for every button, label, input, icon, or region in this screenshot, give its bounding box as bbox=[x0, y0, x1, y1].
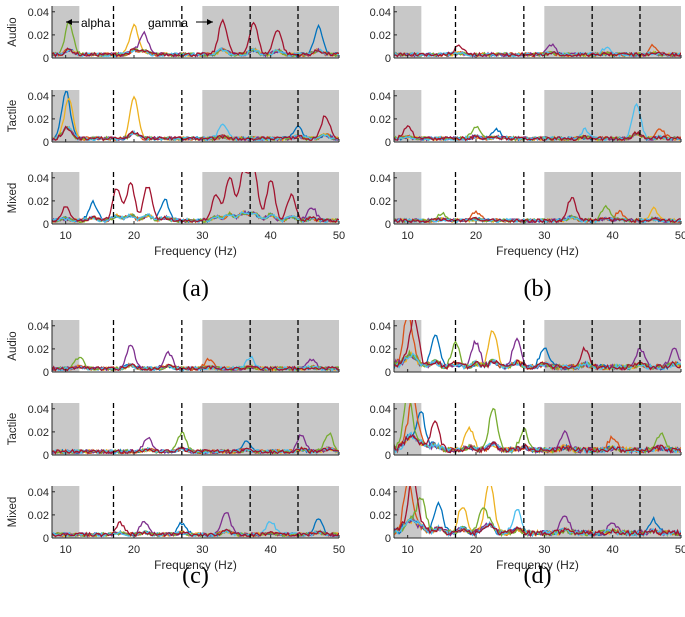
subplot-c-tactile: 0 0.02 0.04 Tactile bbox=[7, 403, 339, 462]
y-tick-label: 0.04 bbox=[28, 91, 49, 103]
y-tick-label: 0 bbox=[43, 219, 49, 231]
y-tick-label: 0.02 bbox=[370, 427, 391, 439]
row-label-audio: Audio bbox=[7, 17, 19, 46]
row-label-mixed: Mixed bbox=[7, 497, 19, 528]
panel-label-b: (b) bbox=[524, 276, 552, 302]
x-tick-label: 20 bbox=[470, 544, 482, 556]
y-tick-label: 0.02 bbox=[28, 196, 49, 208]
shaded-band bbox=[544, 90, 681, 142]
x-tick-label: 20 bbox=[128, 544, 140, 556]
x-tick-label: 10 bbox=[402, 544, 414, 556]
subplot-d-tactile: 0 0.02 0.04 bbox=[370, 391, 681, 462]
row-label-audio: Audio bbox=[7, 331, 19, 360]
shaded-band bbox=[202, 403, 339, 455]
x-tick-label: 30 bbox=[538, 230, 550, 242]
row-label-tactile: Tactile bbox=[7, 100, 19, 133]
shaded-band bbox=[52, 320, 79, 372]
y-tick-label: 0 bbox=[385, 533, 391, 545]
subplot-c-mixed: 0 0.02 0.04 10 20 30 40 50 Mixed Frequency (Hz) bbox=[7, 486, 345, 572]
subplot-a-mixed: 0 0.02 0.04 10 20 30 40 50 Mixed Frequency (Hz) bbox=[7, 166, 345, 259]
y-tick-label: 0.04 bbox=[370, 404, 391, 416]
panel-c: 0 0.02 0.04 Audio 0 0.02 0.04 Tactile 0 0.02 0.04 1… bbox=[7, 320, 345, 589]
y-tick-label: 0.04 bbox=[28, 404, 49, 416]
panels-layer: 0 0.02 0.04 Audio 0 0.02 0.04 Tactile 0 0.02 0.04 1… bbox=[7, 6, 685, 589]
panel-label-d: (d) bbox=[524, 563, 552, 589]
y-tick-label: 0.04 bbox=[370, 321, 391, 333]
y-tick-label: 0.02 bbox=[28, 344, 49, 356]
panel-d: 0 0.02 0.04 0 0.02 0.04 0 0.02 0.04 10 20 30 40 50 Fre… bbox=[370, 314, 685, 589]
shaded-band bbox=[394, 172, 421, 224]
x-tick-label: 50 bbox=[333, 230, 345, 242]
y-tick-label: 0.04 bbox=[370, 91, 391, 103]
shaded-band bbox=[394, 6, 421, 58]
row-label-mixed: Mixed bbox=[7, 183, 19, 214]
row-label-tactile: Tactile bbox=[7, 413, 19, 446]
shaded-band bbox=[52, 403, 79, 455]
x-tick-label: 10 bbox=[402, 230, 414, 242]
y-tick-label: 0.02 bbox=[370, 114, 391, 126]
subplot-d-audio: 0 0.02 0.04 bbox=[370, 314, 681, 379]
y-tick-label: 0.04 bbox=[28, 173, 49, 185]
y-tick-label: 0.04 bbox=[28, 7, 49, 19]
x-tick-label: 50 bbox=[675, 544, 685, 556]
y-tick-label: 0.02 bbox=[28, 30, 49, 42]
y-tick-label: 0 bbox=[43, 533, 49, 545]
shaded-band bbox=[544, 6, 681, 58]
panel-b: 0 0.02 0.04 0 0.02 0.04 0 0.02 0.04 10 20 30 40 50 Fre… bbox=[370, 6, 685, 302]
y-tick-label: 0 bbox=[385, 219, 391, 231]
y-tick-label: 0 bbox=[43, 367, 49, 379]
panel-label-c: (c) bbox=[182, 563, 209, 589]
shaded-band bbox=[52, 486, 79, 538]
panel-a: 0 0.02 0.04 Audio 0 0.02 0.04 Tactile 0 0.02 0.04 1… bbox=[7, 6, 345, 302]
x-tick-label: 40 bbox=[265, 230, 277, 242]
y-tick-label: 0.02 bbox=[370, 30, 391, 42]
x-tick-label: 30 bbox=[538, 544, 550, 556]
y-tick-label: 0.04 bbox=[28, 487, 49, 499]
subplot-c-audio: 0 0.02 0.04 Audio bbox=[7, 320, 339, 379]
y-tick-label: 0 bbox=[385, 367, 391, 379]
subplot-d-mixed: 0 0.02 0.04 10 20 30 40 50 Frequency (Hz) bbox=[370, 475, 685, 572]
x-tick-label: 10 bbox=[60, 230, 72, 242]
y-tick-label: 0.04 bbox=[28, 321, 49, 333]
x-tick-label: 50 bbox=[675, 230, 685, 242]
x-tick-label: 20 bbox=[128, 230, 140, 242]
subplot-b-audio: 0 0.02 0.04 bbox=[370, 6, 681, 65]
shaded-band bbox=[202, 320, 339, 372]
x-tick-label: 20 bbox=[470, 230, 482, 242]
y-tick-label: 0.04 bbox=[370, 7, 391, 19]
shaded-band bbox=[394, 90, 421, 142]
y-tick-label: 0 bbox=[43, 53, 49, 65]
y-tick-label: 0 bbox=[43, 450, 49, 462]
subplot-b-mixed: 0 0.02 0.04 10 20 30 40 50 Frequency (Hz) bbox=[370, 172, 685, 258]
x-tick-label: 10 bbox=[60, 544, 72, 556]
y-tick-label: 0.02 bbox=[370, 196, 391, 208]
y-tick-label: 0.04 bbox=[370, 173, 391, 185]
y-tick-label: 0 bbox=[385, 137, 391, 149]
y-tick-label: 0 bbox=[43, 137, 49, 149]
x-tick-label: 50 bbox=[333, 544, 345, 556]
x-tick-label: 30 bbox=[196, 544, 208, 556]
y-tick-label: 0 bbox=[385, 450, 391, 462]
subplot-b-tactile: 0 0.02 0.04 bbox=[370, 90, 681, 149]
y-tick-label: 0.02 bbox=[370, 510, 391, 522]
x-axis-title: Frequency (Hz) bbox=[154, 244, 237, 258]
gamma-annotation: gamma bbox=[148, 16, 188, 30]
y-tick-label: 0.04 bbox=[370, 487, 391, 499]
x-tick-label: 40 bbox=[607, 230, 619, 242]
y-tick-label: 0.02 bbox=[28, 114, 49, 126]
y-tick-label: 0.02 bbox=[28, 510, 49, 522]
subplot-a-tactile: 0 0.02 0.04 Tactile bbox=[7, 90, 339, 149]
subplot-a-audio: 0 0.02 0.04 Audio bbox=[7, 6, 339, 65]
y-tick-label: 0.02 bbox=[370, 344, 391, 356]
x-tick-label: 30 bbox=[196, 230, 208, 242]
x-tick-label: 40 bbox=[607, 544, 619, 556]
x-tick-label: 40 bbox=[265, 544, 277, 556]
panel-label-a: (a) bbox=[182, 276, 209, 302]
x-axis-title: Frequency (Hz) bbox=[496, 244, 579, 258]
alpha-annotation: alpha bbox=[81, 16, 111, 30]
y-tick-label: 0.02 bbox=[28, 427, 49, 439]
y-tick-label: 0 bbox=[385, 53, 391, 65]
annotations: alpha gamma bbox=[66, 16, 213, 30]
